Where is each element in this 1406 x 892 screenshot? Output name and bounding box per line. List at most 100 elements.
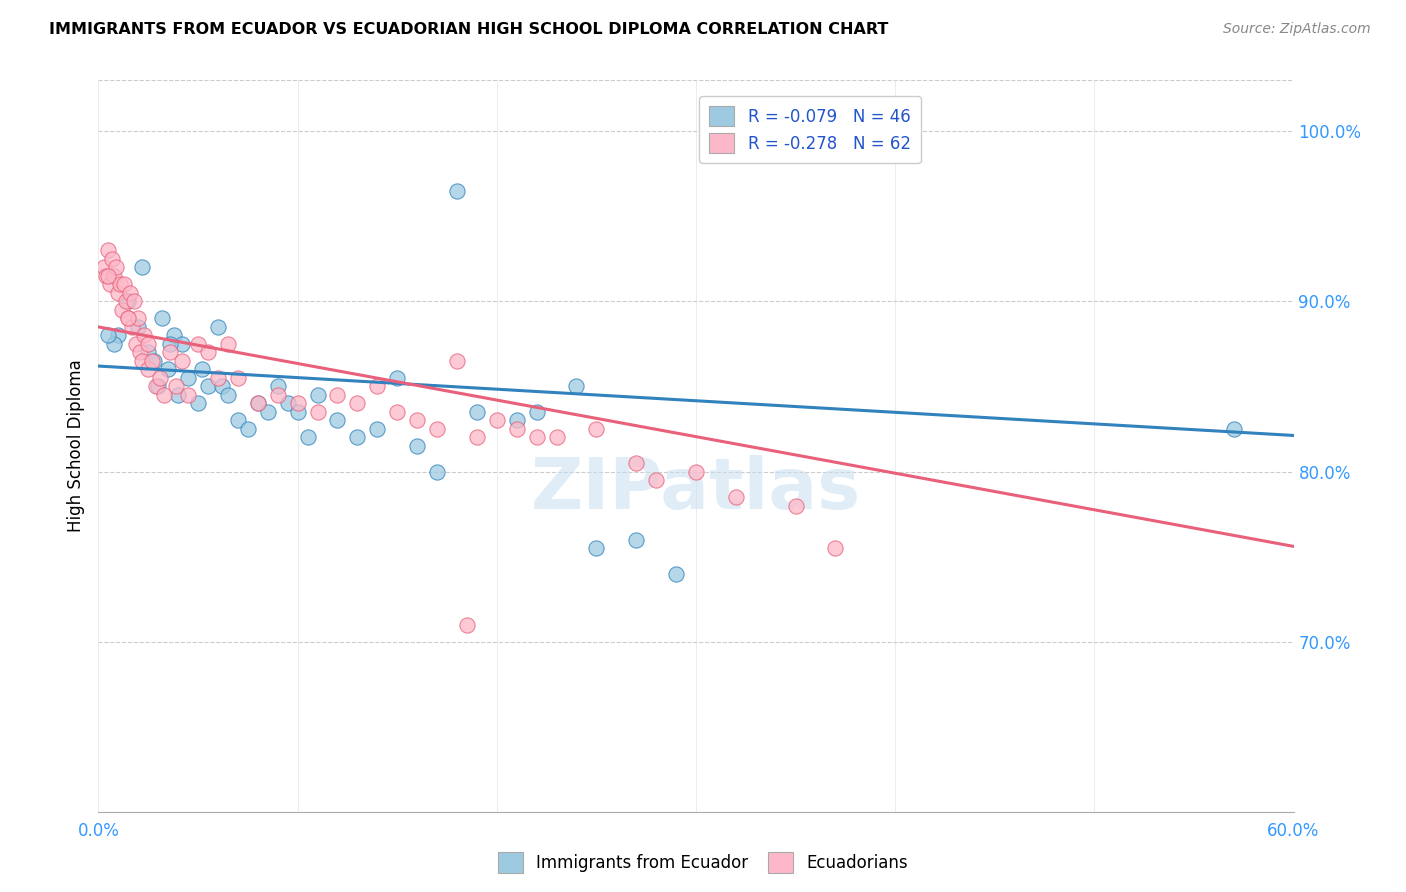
Point bbox=[103, 268, 125, 283]
Point bbox=[307, 388, 329, 402]
Point bbox=[217, 337, 239, 351]
Point bbox=[107, 285, 129, 300]
Text: Source: ZipAtlas.com: Source: ZipAtlas.com bbox=[1223, 22, 1371, 37]
Point bbox=[148, 379, 170, 393]
Point bbox=[307, 405, 329, 419]
Point bbox=[187, 337, 209, 351]
Point bbox=[120, 285, 142, 300]
Point bbox=[485, 413, 508, 427]
Point bbox=[197, 345, 219, 359]
Point bbox=[207, 320, 229, 334]
Point bbox=[565, 379, 588, 393]
Legend: Immigrants from Ecuador, Ecuadorians: Immigrants from Ecuador, Ecuadorians bbox=[491, 846, 915, 880]
Point bbox=[136, 362, 159, 376]
Point bbox=[191, 362, 214, 376]
Point bbox=[546, 430, 568, 444]
Text: ZIPatlas: ZIPatlas bbox=[531, 456, 860, 524]
Point bbox=[665, 566, 688, 581]
Point bbox=[125, 337, 148, 351]
Point bbox=[197, 379, 219, 393]
Point bbox=[172, 337, 194, 351]
Point bbox=[145, 379, 167, 393]
Point bbox=[406, 439, 429, 453]
Point bbox=[246, 396, 269, 410]
Point bbox=[277, 396, 299, 410]
Point bbox=[96, 268, 118, 283]
Point bbox=[465, 430, 488, 444]
Point bbox=[267, 379, 290, 393]
Point bbox=[97, 244, 120, 258]
Point bbox=[187, 396, 209, 410]
Text: IMMIGRANTS FROM ECUADOR VS ECUADORIAN HIGH SCHOOL DIPLOMA CORRELATION CHART: IMMIGRANTS FROM ECUADOR VS ECUADORIAN HI… bbox=[49, 22, 889, 37]
Point bbox=[585, 422, 607, 436]
Point bbox=[585, 541, 607, 555]
Point bbox=[134, 328, 156, 343]
Point bbox=[226, 371, 249, 385]
Point bbox=[111, 302, 134, 317]
Point bbox=[626, 533, 648, 547]
Point bbox=[326, 388, 349, 402]
Point bbox=[141, 354, 163, 368]
Point bbox=[1223, 422, 1246, 436]
Point bbox=[112, 277, 135, 292]
Point bbox=[97, 268, 120, 283]
Point bbox=[385, 371, 409, 385]
Point bbox=[93, 260, 115, 275]
Point bbox=[131, 260, 153, 275]
Point bbox=[326, 413, 349, 427]
Point bbox=[167, 388, 190, 402]
Point bbox=[153, 388, 176, 402]
Point bbox=[465, 405, 488, 419]
Point bbox=[626, 456, 648, 470]
Point bbox=[159, 337, 181, 351]
Point bbox=[446, 354, 468, 368]
Point bbox=[724, 490, 747, 504]
Point bbox=[136, 345, 159, 359]
Point bbox=[177, 388, 200, 402]
Point bbox=[129, 345, 152, 359]
Point bbox=[824, 541, 846, 555]
Point bbox=[124, 294, 146, 309]
Point bbox=[98, 277, 122, 292]
Point bbox=[426, 422, 449, 436]
Point bbox=[97, 328, 120, 343]
Point bbox=[246, 396, 269, 410]
Legend: R = -0.079   N = 46, R = -0.278   N = 62: R = -0.079 N = 46, R = -0.278 N = 62 bbox=[699, 96, 921, 163]
Point bbox=[103, 337, 125, 351]
Point bbox=[287, 405, 309, 419]
Point bbox=[346, 430, 368, 444]
Point bbox=[207, 371, 229, 385]
Point bbox=[159, 345, 181, 359]
Point bbox=[366, 422, 388, 436]
Point bbox=[446, 184, 468, 198]
Point bbox=[117, 311, 139, 326]
Point bbox=[297, 430, 319, 444]
Point bbox=[456, 617, 478, 632]
Point bbox=[115, 294, 138, 309]
Point bbox=[117, 311, 139, 326]
Point bbox=[107, 328, 129, 343]
Point bbox=[165, 379, 187, 393]
Point bbox=[366, 379, 388, 393]
Point bbox=[157, 362, 180, 376]
Point bbox=[506, 413, 529, 427]
Point bbox=[150, 311, 173, 326]
Point bbox=[645, 473, 668, 487]
Point bbox=[526, 430, 548, 444]
Point bbox=[785, 499, 807, 513]
Point bbox=[685, 465, 707, 479]
Point bbox=[426, 465, 449, 479]
Point bbox=[177, 371, 200, 385]
Point bbox=[136, 337, 159, 351]
Point bbox=[117, 294, 139, 309]
Point bbox=[131, 354, 153, 368]
Point bbox=[346, 396, 368, 410]
Point bbox=[406, 413, 429, 427]
Point bbox=[506, 422, 529, 436]
Point bbox=[217, 388, 239, 402]
Point bbox=[110, 277, 132, 292]
Point bbox=[143, 354, 166, 368]
Point bbox=[127, 320, 149, 334]
Point bbox=[236, 422, 259, 436]
Point bbox=[385, 405, 409, 419]
